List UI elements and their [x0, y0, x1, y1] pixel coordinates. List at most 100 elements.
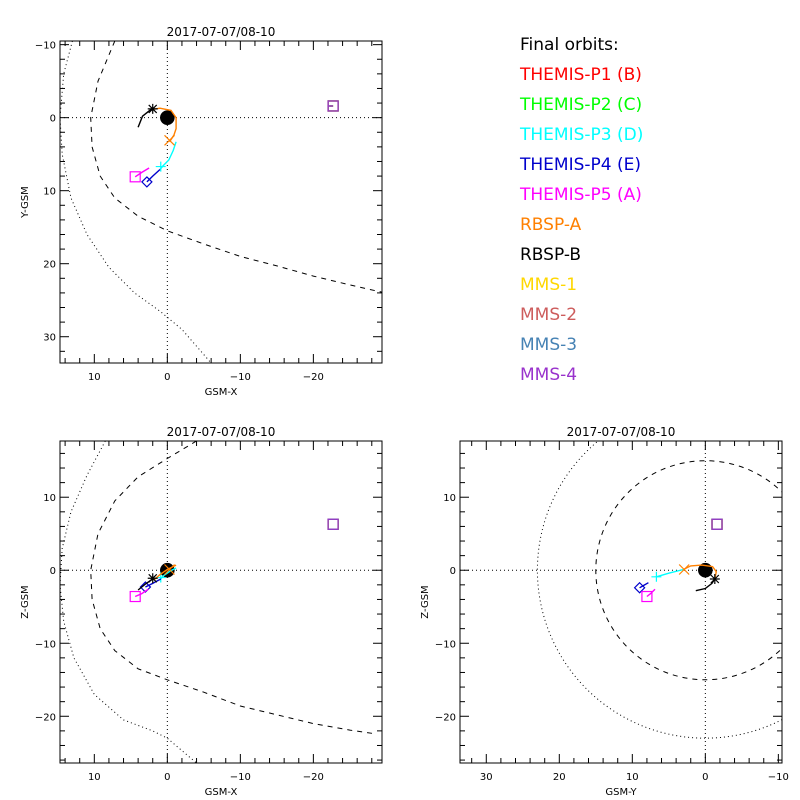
x-tick-label: 30	[480, 772, 493, 783]
magnetopause-boundary	[90, 41, 382, 293]
orbit-track	[646, 588, 656, 598]
square-marker	[327, 518, 339, 530]
square-marker	[327, 518, 339, 530]
y-tick-label: 0	[450, 566, 456, 577]
x-axis-label: GSM-X	[205, 787, 238, 798]
plus-marker	[155, 161, 166, 172]
y-tick-label: 30	[43, 333, 56, 344]
diamond-marker	[139, 581, 152, 593]
panel-bottom-left: 10 0 −10 −20 10 0 −10 −20 2017-07-07/08-10 GSM-X Z…	[20, 425, 383, 798]
square-marker	[711, 518, 723, 530]
y-tick-label: −20	[35, 712, 56, 723]
spacecraft-themis-p2	[711, 518, 723, 530]
x-tick-label: −20	[303, 772, 324, 783]
x-marker	[678, 564, 690, 575]
legend-item: THEMIS-P3 (D)	[520, 125, 644, 145]
x-axis-label: GSM-X	[205, 387, 238, 398]
y-tick-label: 0	[50, 114, 56, 125]
orbit-track	[134, 167, 150, 178]
y-axis-label: Z-GSM	[20, 585, 31, 618]
spacecraft-themis-p5	[641, 588, 656, 603]
spacecraft-themis-p4	[139, 578, 162, 593]
y-axis-label: Z-GSM	[420, 585, 431, 618]
spacecraft-rbsp-a	[151, 107, 177, 146]
ticks	[60, 41, 382, 363]
orbit-track	[683, 564, 718, 580]
legend-item: THEMIS-P5 (A)	[520, 185, 642, 205]
asterisk-marker	[147, 103, 158, 114]
spacecraft-themis-p1	[327, 518, 339, 530]
spacecraft-mms-1	[711, 518, 723, 530]
panel-bottom-right: 30 20 10 0 −10 10 0 −10 −20 2017-07-07/08-10 GSM-Y…	[420, 425, 789, 798]
panel-top-left: 10 0 −10 −20 −10 0 10 20 30 2017-07-07/08-10 GSM-X…	[20, 25, 383, 398]
x-tick-label: −20	[303, 372, 324, 383]
square-marker	[711, 518, 723, 530]
y-tick-label: −10	[35, 41, 56, 52]
y-tick-label: −20	[435, 712, 456, 723]
square-marker	[327, 518, 339, 530]
y-tick-label: 10	[43, 493, 56, 504]
earth-icon	[160, 110, 175, 125]
square-marker	[129, 171, 141, 183]
ticks	[60, 441, 382, 763]
plot-area	[60, 41, 382, 363]
y-axis-label: Y-GSM	[20, 186, 31, 219]
bow-shock-boundary	[60, 41, 212, 363]
spacecraft-themis-p4	[633, 581, 649, 594]
legend: Final orbits: THEMIS-P1 (B) THEMIS-P2 (C…	[520, 30, 643, 390]
orbit-track	[695, 578, 716, 592]
ticks	[460, 441, 782, 763]
y-tick-label: 0	[50, 566, 56, 577]
diamond-marker	[141, 176, 153, 188]
spacecraft-themis-p3	[651, 568, 684, 582]
x-tick-label: −10	[230, 372, 251, 383]
legend-item: RBSP-A	[520, 215, 582, 235]
spacecraft-rbsp-a	[678, 564, 718, 580]
x-tick-label: −10	[230, 772, 251, 783]
x-tick-label: 10	[626, 772, 639, 783]
x-tick-label: 0	[164, 772, 170, 783]
bow-shock-boundary	[60, 441, 197, 763]
chart-title: 2017-07-07/08-10	[567, 425, 676, 439]
plot-frame	[59, 40, 383, 364]
chart-title: 2017-07-07/08-10	[167, 425, 276, 439]
spacecraft-themis-p1	[711, 518, 723, 530]
spacecraft-mms-2	[327, 518, 339, 530]
square-marker	[327, 518, 339, 530]
legend-item: MMS-1	[520, 275, 578, 295]
x-axis-label: GSM-Y	[605, 787, 637, 798]
x-marker	[164, 134, 175, 146]
y-tick-label: −10	[435, 639, 456, 650]
y-tick-label: 20	[43, 260, 56, 271]
spacecraft-rbsp-a	[153, 564, 177, 581]
spacecraft-rbsp-b	[137, 573, 158, 591]
spacecraft-mms-4	[711, 518, 723, 530]
legend-item: THEMIS-P1 (B)	[520, 65, 642, 85]
x-marker	[164, 564, 175, 575]
square-marker	[711, 518, 723, 530]
square-marker	[129, 590, 141, 603]
square-marker	[711, 518, 723, 530]
spacecraft-rbsp-b	[137, 103, 158, 128]
orbit-track	[146, 168, 161, 183]
spacecraft-themis-p4	[141, 168, 161, 188]
legend-title: Final orbits:	[520, 35, 619, 55]
x-tick-label: 0	[702, 772, 708, 783]
square-marker	[641, 590, 653, 603]
spacecraft-mms-1	[327, 518, 339, 530]
orbit-track	[134, 588, 149, 598]
spacecraft-mms-3	[711, 518, 723, 530]
x-tick-label: 0	[164, 372, 170, 383]
square-marker	[711, 518, 723, 530]
asterisk-marker	[709, 574, 720, 584]
legend-item: THEMIS-P2 (C)	[520, 95, 643, 115]
magnetopause-boundary	[595, 460, 782, 681]
legend-item: MMS-4	[520, 365, 578, 385]
plot-area	[460, 441, 782, 763]
spacecraft-mms-4	[327, 518, 339, 530]
asterisk-marker	[147, 573, 158, 584]
orbit-track	[656, 568, 684, 578]
y-tick-label: −10	[35, 639, 56, 650]
x-tick-label: 10	[88, 772, 101, 783]
